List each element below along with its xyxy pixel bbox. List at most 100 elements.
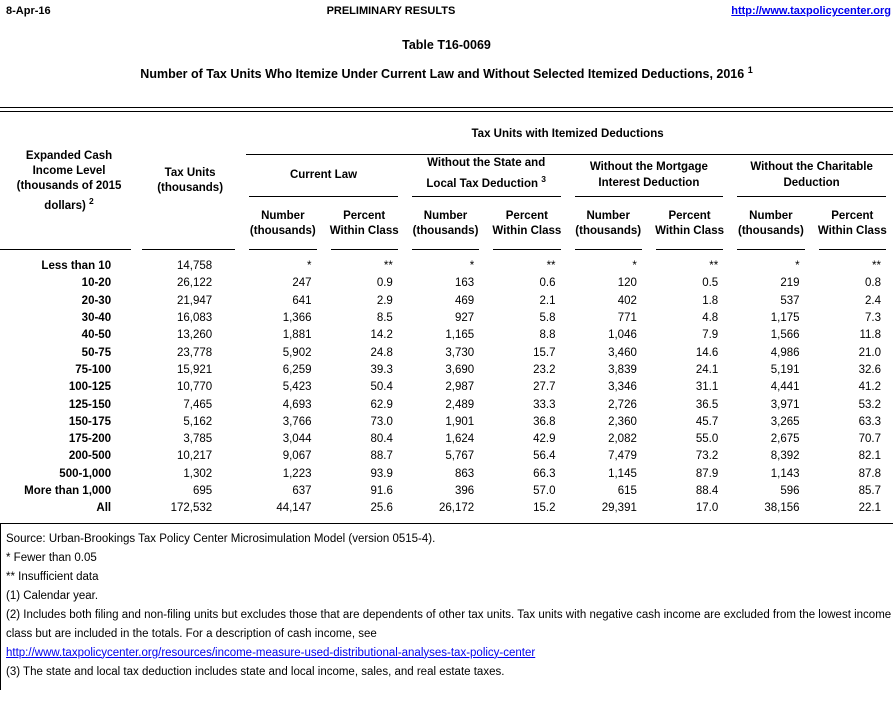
income-class-label: 40-50 [81, 329, 112, 342]
cell-value: 31.1 [695, 381, 719, 394]
table-row: 50-75 23,778 5,902 24.8 3,730 15.7 3,460 14.6 4,… [0, 345, 893, 362]
cell-value: 27.7 [533, 381, 556, 394]
cell-value: 88.7 [370, 450, 393, 463]
cell-value: 2,489 [445, 398, 475, 411]
cell-value: 5,767 [445, 450, 475, 463]
group-header-1: Without the State and Local Tax Deductio… [405, 155, 568, 198]
cell-value: * [632, 260, 637, 273]
income-class-label: 200-500 [68, 450, 112, 463]
group-header-2: Without the Mortgage Interest Deduction [568, 155, 731, 198]
cell-value: 2.4 [865, 294, 881, 307]
cell-value: 396 [455, 485, 475, 498]
cell-value: * [795, 260, 800, 273]
cell-value: 29,391 [601, 502, 637, 515]
tax-units-value: 15,921 [176, 363, 213, 376]
cell-value: 39.3 [370, 363, 393, 376]
cell-value: 63.3 [858, 415, 881, 428]
cell-value: 87.9 [695, 467, 719, 480]
cell-value: 70.7 [858, 433, 881, 446]
cell-value: 5.8 [539, 312, 556, 325]
cell-value: 3,690 [445, 363, 475, 376]
income-class-label: 500-1,000 [59, 467, 112, 480]
date-label: 8-Apr-16 [6, 5, 51, 17]
income-class-label: More than 1,000 [24, 485, 112, 498]
cell-value: 4,693 [282, 398, 312, 411]
cell-value: 0.8 [865, 277, 881, 290]
tax-units-value: 172,532 [170, 502, 213, 515]
cell-value: ** [546, 260, 556, 273]
cell-value: 1,566 [770, 329, 800, 342]
table-row: More than 1,000 695 637 91.6 396 57.0 615 88.4 5… [0, 483, 893, 500]
cell-value: 0.6 [539, 277, 556, 290]
double-asterisk-note: ** Insufficient data [6, 570, 99, 583]
cell-value: 3,766 [282, 415, 312, 428]
tax-units-value: 7,465 [183, 398, 213, 411]
cell-value: 22.1 [858, 502, 881, 515]
cell-value: 163 [455, 277, 475, 290]
cell-value: 2,987 [445, 381, 475, 394]
income-level-header-superscript: 2 [89, 195, 94, 206]
income-level-header-text: Expanded Cash Income Level (thousands of… [16, 149, 122, 212]
cell-value: 4.8 [702, 312, 719, 325]
cell-value: 469 [455, 294, 475, 307]
cell-value: 596 [780, 485, 800, 498]
cell-value: 56.4 [533, 450, 556, 463]
cell-value: 1.8 [702, 294, 719, 307]
cell-value: ** [383, 260, 393, 273]
income-measure-link[interactable]: http://www.taxpolicycenter.org/resources… [6, 646, 536, 659]
tax-units-value: 3,785 [183, 433, 213, 446]
cell-value: 14.2 [370, 329, 393, 342]
cell-value: 3,839 [608, 363, 637, 376]
cell-value: 38,156 [764, 502, 800, 515]
cell-value: 41.2 [858, 381, 881, 394]
span-header-row: Expanded Cash Income Level (thousands of… [0, 112, 893, 251]
footnotes: Source: Urban-Brookings Tax Policy Cente… [0, 523, 893, 690]
sub-header-row: Number (thousands) Percent Within Class Numb… [0, 197, 893, 251]
cell-value: 5,423 [282, 381, 312, 394]
income-class-label: 125-150 [68, 398, 112, 411]
cell-value: 42.9 [533, 433, 556, 446]
main-title: Number of Tax Units Who Itemize Under Cu… [0, 65, 893, 81]
cell-value: 247 [292, 277, 312, 290]
tax-units-value: 21,947 [176, 294, 213, 307]
cell-value: 73.2 [695, 450, 719, 463]
tax-units-value: 10,217 [176, 450, 213, 463]
income-class-label: All [96, 502, 112, 515]
table-row: All 172,532 44,147 25.6 26,172 15.2 29,391 17.0… [0, 500, 893, 522]
cell-value: 3,460 [608, 346, 637, 359]
income-class-label: 30-40 [81, 312, 112, 325]
income-class-label: 150-175 [68, 415, 112, 428]
number-subheader-2: Number (thousands) [568, 197, 649, 251]
income-class-label: Less than 10 [41, 260, 112, 273]
cell-value: 44,147 [276, 502, 312, 515]
cell-value: 24.8 [370, 346, 393, 359]
main-title-superscript: 1 [747, 65, 753, 75]
cell-value: 45.7 [695, 415, 719, 428]
table-row: 200-500 10,217 9,067 88.7 5,767 56.4 7,479 73.2… [0, 448, 893, 465]
cell-value: 87.8 [858, 467, 881, 480]
cell-value: 3,730 [445, 346, 475, 359]
cell-value: 927 [455, 312, 475, 325]
cell-value: 53.2 [858, 398, 881, 411]
cell-value: 4,986 [770, 346, 800, 359]
itemized-deductions-span-header: Tax Units with Itemized Deductions [242, 112, 893, 156]
cell-value: 1,143 [770, 467, 800, 480]
cell-value: 863 [455, 467, 475, 480]
cell-value: 33.3 [533, 398, 556, 411]
main-title-text: Number of Tax Units Who Itemize Under Cu… [140, 67, 745, 82]
cell-value: 9,067 [282, 450, 312, 463]
cell-value: 3,346 [608, 381, 637, 394]
table-row: 500-1,000 1,302 1,223 93.9 863 66.3 1,145 87.9 1… [0, 466, 893, 483]
cell-value: 3,265 [770, 415, 800, 428]
number-subheader-3: Number (thousands) [730, 197, 811, 251]
table-row: 175-200 3,785 3,044 80.4 1,624 42.9 2,082 55.0 2… [0, 431, 893, 448]
income-class-label: 100-125 [68, 381, 112, 394]
taxpolicycenter-home-link[interactable]: http://www.taxpolicycenter.org [731, 5, 891, 17]
percent-subheader-3: Percent Within Class [812, 197, 893, 251]
asterisk-note: * Fewer than 0.05 [6, 551, 97, 564]
table-body: Less than 10 14,758 * ** * ** * ** * ** 10-20 26,12… [0, 250, 893, 522]
cell-value: 402 [617, 294, 637, 307]
cell-value: 32.6 [858, 363, 881, 376]
cell-value: 66.3 [533, 467, 556, 480]
